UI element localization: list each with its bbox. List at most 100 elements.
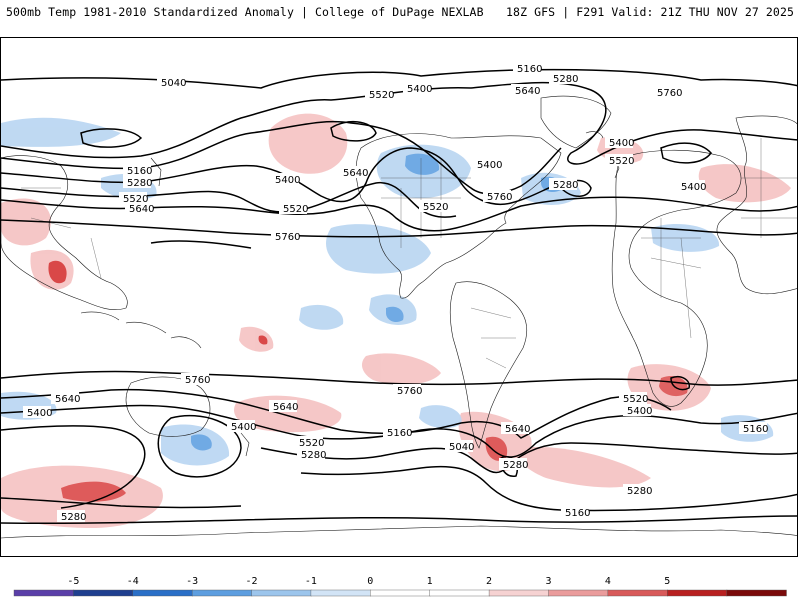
contour-label: 5160	[383, 426, 412, 439]
colorbar: -5 -4 -3 -2 -1 0 1 2 3 4 5	[0, 572, 800, 600]
colorbar-segment	[73, 589, 134, 597]
contour-label: 5520	[295, 436, 324, 449]
contour-label: 5160	[123, 164, 152, 177]
svg-text:5160: 5160	[127, 166, 152, 177]
contour-label: 5040	[157, 76, 186, 89]
svg-text:5760: 5760	[657, 88, 682, 99]
svg-text:5160: 5160	[517, 64, 542, 75]
colorbar-tick-label: 1	[427, 576, 433, 587]
anomaly-map: 5160 5280 5400 5520 5640 5760 5040 5400 …	[1, 62, 797, 539]
svg-text:5520: 5520	[623, 394, 648, 405]
contour-label: 5520	[605, 154, 634, 167]
contour-label: 5400	[227, 420, 256, 433]
colorbar-tick-label: 0	[367, 576, 373, 587]
svg-text:5280: 5280	[503, 460, 528, 471]
colorbar-segment	[13, 589, 75, 597]
svg-text:5160: 5160	[743, 424, 768, 435]
svg-text:5040: 5040	[161, 78, 186, 89]
contour-label: 5760	[483, 190, 512, 203]
svg-text:5400: 5400	[477, 160, 502, 171]
svg-text:5400: 5400	[627, 406, 652, 417]
svg-text:5400: 5400	[231, 422, 256, 433]
contour-label: 5520	[119, 192, 148, 205]
svg-text:5400: 5400	[609, 138, 634, 149]
colorbar-segment	[251, 589, 312, 597]
svg-text:5400: 5400	[407, 84, 432, 95]
contour-label: 5280	[57, 510, 86, 523]
colorbar-segments	[13, 589, 787, 597]
contour-label: 5760	[271, 230, 300, 243]
contour-label: 5280	[549, 178, 578, 191]
contour-label: 5520	[365, 88, 394, 101]
colorbar-segment	[429, 589, 490, 597]
svg-text:5640: 5640	[343, 168, 368, 179]
colorbar-segment	[726, 589, 787, 597]
colorbar-segment	[667, 589, 728, 597]
svg-text:5640: 5640	[129, 204, 154, 215]
svg-text:5640: 5640	[515, 86, 540, 97]
contour-label: 5280	[549, 72, 578, 85]
svg-text:5400: 5400	[27, 408, 52, 419]
colorbar-tick-label: -4	[127, 576, 139, 587]
contour-label: 5400	[403, 82, 432, 95]
coastlines	[1, 95, 797, 539]
colorbar-segment	[191, 589, 253, 597]
svg-text:5520: 5520	[609, 156, 634, 167]
colorbar-tick-label: -1	[305, 576, 317, 587]
svg-text:5640: 5640	[273, 402, 298, 413]
svg-text:5400: 5400	[275, 175, 300, 186]
svg-text:5760: 5760	[185, 375, 210, 386]
contour-label: 5640	[125, 202, 154, 215]
svg-text:5640: 5640	[55, 394, 80, 405]
contour-label: 5520	[419, 200, 448, 213]
contour-label: 5040	[445, 440, 474, 453]
svg-text:5040: 5040	[449, 442, 474, 453]
map-panel: 5160 5280 5400 5520 5640 5760 5040 5400 …	[0, 37, 798, 557]
svg-text:5280: 5280	[553, 74, 578, 85]
contour-label: 5400	[473, 158, 502, 171]
contour-labels: 5160 5280 5400 5520 5640 5760 5040 5400 …	[23, 62, 768, 523]
svg-text:5280: 5280	[301, 450, 326, 461]
contour-label: 5760	[181, 373, 210, 386]
colorbar-tick-label: 5	[664, 576, 670, 587]
svg-text:5520: 5520	[369, 90, 394, 101]
svg-text:5160: 5160	[565, 508, 590, 519]
svg-text:5520: 5520	[299, 438, 324, 449]
contour-label: 5640	[51, 392, 80, 405]
colorbar-tick-label: -2	[246, 576, 258, 587]
contour-label: 5400	[23, 406, 52, 419]
contour-label: 5160	[513, 62, 542, 75]
colorbar-tick-label: 3	[545, 576, 551, 587]
contour-label: 5280	[499, 458, 528, 471]
cold-anomaly-shading	[1, 117, 774, 466]
contour-label: 5400	[623, 404, 652, 417]
contour-label: 5280	[623, 484, 652, 497]
svg-text:5640: 5640	[505, 424, 530, 435]
svg-text:5400: 5400	[681, 182, 706, 193]
svg-text:5280: 5280	[127, 178, 152, 189]
contour-label: 5640	[269, 400, 298, 413]
model-run-info: 18Z GFS | F291 Valid: 21Z THU NOV 27 202…	[506, 5, 794, 19]
chart-title: 500mb Temp 1981-2010 Standardized Anomal…	[6, 5, 484, 19]
colorbar-tick-label: 4	[605, 576, 611, 587]
colorbar-tick-label: -3	[186, 576, 198, 587]
svg-text:5160: 5160	[387, 428, 412, 439]
svg-text:5520: 5520	[423, 202, 448, 213]
colorbar-segment	[607, 589, 668, 597]
svg-text:5520: 5520	[283, 204, 308, 215]
svg-text:5760: 5760	[397, 386, 422, 397]
colorbar-ticks: -5 -4 -3 -2 -1 0 1 2 3 4 5	[67, 576, 670, 587]
contour-label: 5760	[393, 384, 422, 397]
colorbar-tick-label: 2	[486, 576, 492, 587]
colorbar-segment	[488, 589, 550, 597]
contour-label: 5400	[605, 136, 634, 149]
colorbar-segment	[548, 589, 609, 597]
contour-label: 5640	[511, 84, 540, 97]
contour-label: 5160	[561, 506, 590, 519]
contour-label: 5760	[653, 86, 682, 99]
borders	[21, 138, 797, 369]
svg-text:5760: 5760	[275, 232, 300, 243]
colorbar-svg: -5 -4 -3 -2 -1 0 1 2 3 4 5	[13, 576, 787, 597]
colorbar-tick-label: -5	[67, 576, 79, 587]
svg-text:5280: 5280	[61, 512, 86, 523]
